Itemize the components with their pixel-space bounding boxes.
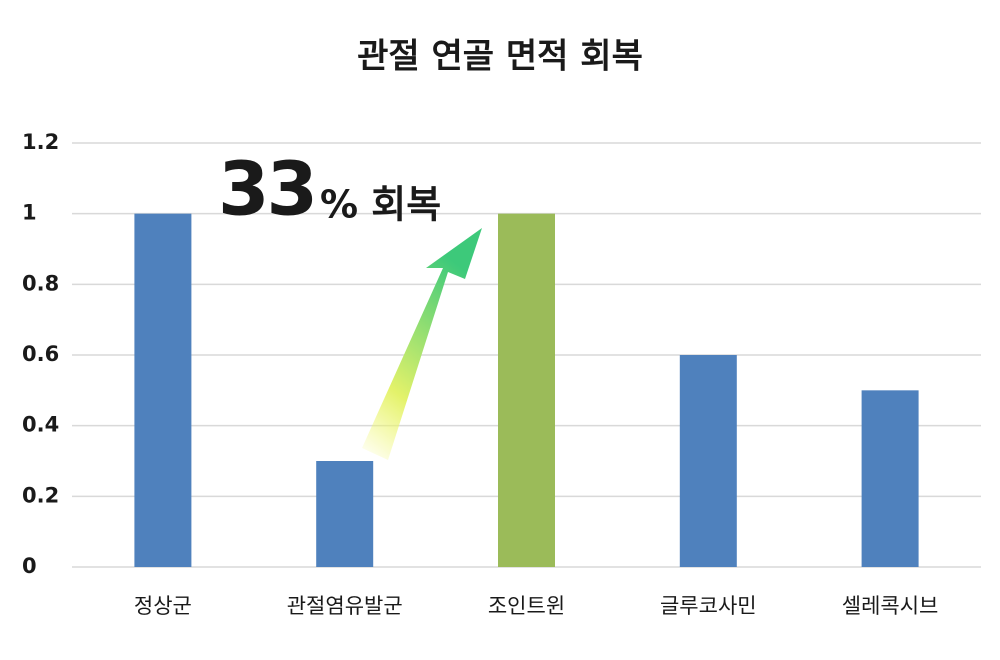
- x-tick-label: 셀레콕시브: [842, 594, 939, 618]
- chart-title: 관절 연골 면적 회복: [357, 37, 643, 77]
- annotation-number: 33: [218, 147, 315, 233]
- bar: [316, 461, 374, 567]
- x-tick-label: 정상군: [134, 594, 192, 618]
- x-tick-label: 조인트윈: [488, 594, 565, 618]
- y-tick-label: 0: [22, 554, 37, 578]
- bar: [679, 355, 737, 567]
- y-tick-label: 0.6: [22, 342, 59, 366]
- y-tick-label: 1: [22, 201, 37, 225]
- y-tick-label: 0.4: [22, 413, 59, 437]
- bars: [134, 213, 919, 567]
- bar: [134, 213, 192, 567]
- annotation-text: % 회복: [320, 183, 441, 227]
- arrow: [362, 228, 482, 460]
- y-tick-label: 1.2: [22, 130, 59, 154]
- bar: [861, 390, 919, 567]
- y-tick-label: 0.8: [22, 271, 59, 295]
- y-tick-label: 0.2: [22, 483, 59, 507]
- x-tick-label: 글루코사민: [660, 594, 757, 618]
- x-tick-label: 관절염유발군: [287, 594, 403, 618]
- bar: [498, 213, 555, 567]
